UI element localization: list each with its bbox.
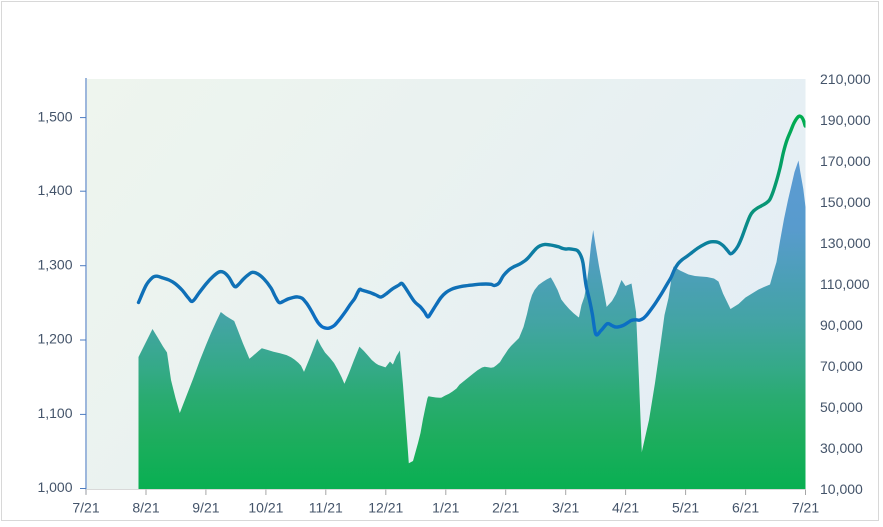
svg-text:11/21: 11/21 <box>309 500 343 516</box>
svg-text:110,000: 110,000 <box>820 276 870 292</box>
svg-text:10,000: 10,000 <box>820 481 863 497</box>
svg-text:90,000: 90,000 <box>820 317 863 333</box>
svg-text:1,000: 1,000 <box>37 479 72 495</box>
svg-text:190,000: 190,000 <box>820 112 871 128</box>
svg-text:130,000: 130,000 <box>820 235 871 251</box>
svg-text:70,000: 70,000 <box>820 358 863 374</box>
svg-text:3/21: 3/21 <box>552 500 579 516</box>
svg-text:1/21: 1/21 <box>432 500 459 516</box>
svg-text:1,500: 1,500 <box>37 108 72 124</box>
svg-text:10/21: 10/21 <box>248 500 283 516</box>
svg-text:1,300: 1,300 <box>37 256 72 272</box>
svg-text:8/21: 8/21 <box>132 500 159 516</box>
svg-text:4/21: 4/21 <box>612 500 639 516</box>
svg-text:12/21: 12/21 <box>368 500 403 516</box>
svg-text:1,100: 1,100 <box>37 405 72 421</box>
svg-text:1,200: 1,200 <box>37 331 72 347</box>
svg-text:210,000: 210,000 <box>820 71 871 87</box>
svg-text:150,000: 150,000 <box>820 194 871 210</box>
svg-text:5/21: 5/21 <box>672 500 699 516</box>
svg-text:1,400: 1,400 <box>37 182 72 198</box>
svg-text:2/21: 2/21 <box>492 500 519 516</box>
svg-text:30,000: 30,000 <box>820 440 863 456</box>
svg-text:9/21: 9/21 <box>192 500 219 516</box>
svg-text:7/21: 7/21 <box>792 500 819 516</box>
svg-text:7/21: 7/21 <box>72 500 99 516</box>
svg-text:170,000: 170,000 <box>820 153 871 169</box>
svg-text:50,000: 50,000 <box>820 399 863 415</box>
svg-text:6/21: 6/21 <box>732 500 759 516</box>
